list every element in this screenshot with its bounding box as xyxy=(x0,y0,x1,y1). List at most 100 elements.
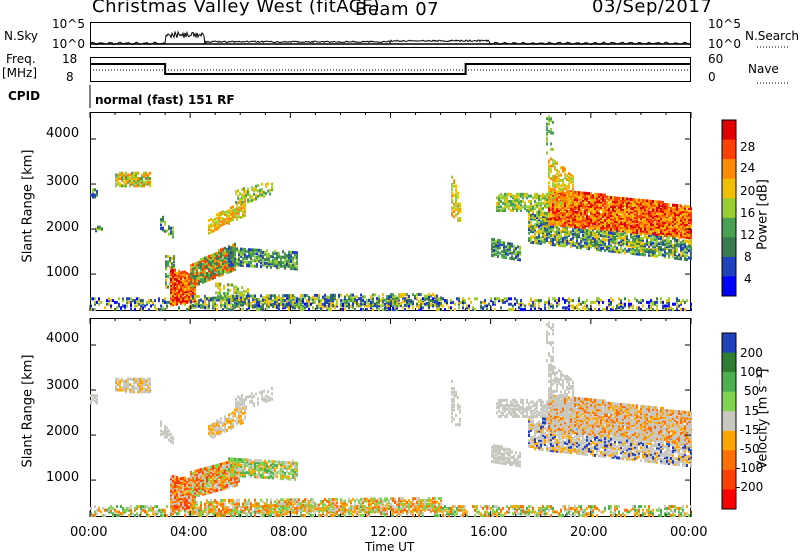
scatter-cell xyxy=(250,295,252,298)
scatter-cell xyxy=(501,241,503,244)
scatter-cell xyxy=(228,209,230,212)
scatter-cell xyxy=(272,299,274,302)
scatter-cell xyxy=(254,300,256,303)
scatter-cell xyxy=(328,296,330,299)
scatter-cell xyxy=(598,229,600,232)
scatter-cell xyxy=(600,193,602,196)
scatter-cell xyxy=(368,304,370,307)
scatter-cell xyxy=(466,305,468,308)
scatter-cell xyxy=(459,208,461,211)
scatter-cell xyxy=(457,203,459,206)
scatter-cell xyxy=(624,297,626,300)
scatter-cell xyxy=(121,184,123,187)
scatter-cell xyxy=(116,301,118,304)
scatter-cell xyxy=(590,231,592,234)
scatter-cell xyxy=(662,236,664,239)
scatter-cell xyxy=(632,236,634,239)
scatter-cell xyxy=(674,226,676,229)
scatter-cell xyxy=(582,301,584,304)
scatter-cell xyxy=(544,212,546,215)
scatter-cell xyxy=(614,232,616,235)
scatter-cell xyxy=(384,306,386,309)
scatter-cell xyxy=(462,297,464,300)
scatter-cell xyxy=(370,295,372,298)
scatter-cell xyxy=(664,305,666,308)
scatter-cell xyxy=(306,299,308,302)
scatter-cell xyxy=(638,301,640,304)
scatter-cell xyxy=(398,293,400,296)
scatter-cell xyxy=(610,201,612,204)
scatter-cell xyxy=(210,223,212,226)
scatter-cell xyxy=(139,184,141,187)
scatter-cell xyxy=(570,231,572,234)
scatter-cell xyxy=(520,200,522,203)
scatter-cell xyxy=(566,306,568,309)
scatter-cell xyxy=(242,257,244,260)
scatter-cell xyxy=(342,299,344,302)
scatter-cell xyxy=(126,305,128,308)
scatter-cell xyxy=(572,233,574,236)
scatter-cell xyxy=(582,245,584,248)
scatter-cell xyxy=(560,241,562,244)
scatter-cell xyxy=(92,297,94,300)
scatter-cell xyxy=(670,240,672,243)
scatter-cell xyxy=(219,288,221,291)
scatter-cell xyxy=(552,305,554,308)
scatter-cell xyxy=(256,308,258,311)
scatter-cell xyxy=(158,297,160,300)
scatter-cell xyxy=(149,181,151,184)
scatter-cell xyxy=(662,301,664,304)
scatter-cell xyxy=(237,195,239,198)
scatter-cell xyxy=(402,306,404,309)
scatter-cell xyxy=(224,211,226,214)
scatter-cell xyxy=(418,293,420,296)
scatter-cell xyxy=(376,297,378,300)
scatter-cell xyxy=(586,305,588,308)
scatter-cell xyxy=(194,275,196,278)
scatter-cell xyxy=(137,172,139,175)
scatter-cell xyxy=(455,188,457,191)
scatter-cell xyxy=(497,244,499,247)
scatter-cell xyxy=(282,294,284,297)
scatter-cell xyxy=(302,308,304,311)
scatter-cell xyxy=(94,297,96,300)
scatter-cell xyxy=(626,198,628,201)
scatter-cell xyxy=(240,207,242,210)
scatter-cell xyxy=(562,297,564,300)
scatter-cell xyxy=(380,299,382,302)
scatter-cell xyxy=(220,217,222,220)
scatter-cell xyxy=(270,294,272,297)
scatter-cell xyxy=(624,208,626,211)
scatter-cell xyxy=(582,210,584,213)
scatter-cell xyxy=(620,247,622,250)
scatter-cell xyxy=(610,196,612,199)
scatter-cell xyxy=(265,183,267,186)
scatter-cell xyxy=(580,303,582,306)
scatter-cell xyxy=(150,299,152,302)
scatter-cell xyxy=(502,195,504,198)
scatter-cell xyxy=(244,298,246,301)
scatter-cell xyxy=(236,305,238,308)
scatter-cell xyxy=(416,293,418,296)
scatter-cell xyxy=(572,305,574,308)
scatter-cell xyxy=(504,301,506,304)
scatter-cell xyxy=(372,308,374,311)
scatter-cell xyxy=(352,294,354,297)
scatter-cell xyxy=(214,253,216,256)
scatter-cell xyxy=(534,303,536,306)
scatter-cell xyxy=(241,286,243,289)
scatter-cell xyxy=(198,272,200,275)
scatter-cell xyxy=(146,301,148,304)
scatter-cell xyxy=(131,172,133,175)
scatter-cell xyxy=(206,272,208,275)
scatter-cell xyxy=(457,196,459,199)
scatter-cell xyxy=(310,303,312,306)
scatter-cell xyxy=(263,195,265,198)
scatter-cell xyxy=(256,252,258,255)
scatter-cell xyxy=(219,283,221,286)
scatter-cell xyxy=(96,190,98,193)
scatter-cell xyxy=(246,308,248,311)
scatter-cell xyxy=(600,213,602,216)
scatter-cell xyxy=(218,212,220,215)
scatter-cell xyxy=(630,198,632,201)
